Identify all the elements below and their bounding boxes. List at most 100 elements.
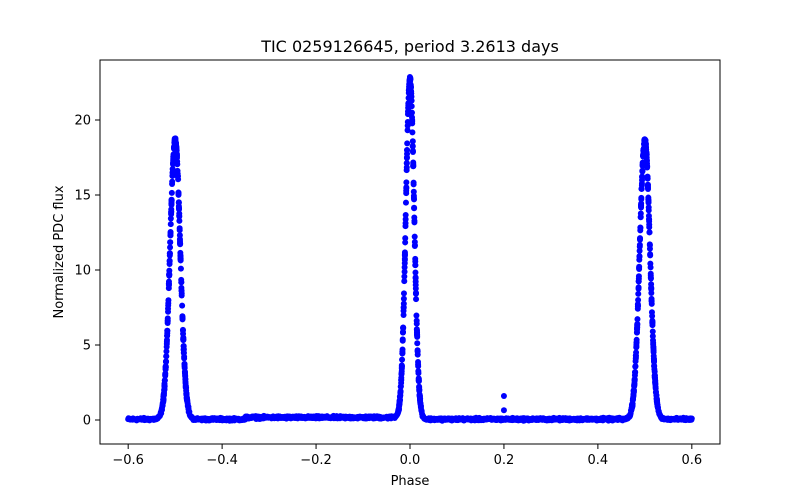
data-point [416, 383, 423, 390]
data-point [647, 264, 654, 271]
data-point [412, 269, 419, 276]
data-point [650, 352, 657, 359]
data-point [167, 239, 174, 246]
data-point [412, 262, 419, 269]
data-point [633, 349, 640, 356]
data-point [182, 380, 189, 387]
data-point [635, 273, 642, 280]
plot-area [99, 59, 721, 445]
data-point [647, 272, 654, 279]
data-point [632, 363, 639, 370]
data-point [166, 257, 173, 264]
data-point [637, 224, 644, 231]
x-tick-label: −0.4 [206, 453, 238, 468]
data-point [175, 189, 182, 196]
data-point [411, 217, 418, 224]
data-point [630, 388, 637, 395]
data-point [161, 385, 168, 392]
data-point [168, 206, 175, 213]
data-point [402, 239, 409, 246]
data-point [177, 240, 184, 247]
data-point [179, 314, 186, 321]
data-point [646, 216, 653, 223]
data-point [648, 298, 655, 305]
data-point [397, 388, 404, 395]
data-point [402, 199, 409, 206]
data-point [412, 290, 419, 297]
data-point [414, 340, 421, 347]
data-point [396, 398, 403, 405]
data-point [638, 204, 645, 211]
data-point [410, 194, 417, 201]
data-point [163, 343, 170, 350]
data-point [177, 265, 184, 272]
data-point [635, 296, 642, 303]
data-point [630, 393, 637, 400]
data-point [162, 371, 169, 378]
data-point [639, 177, 646, 184]
data-point [652, 379, 659, 386]
data-point [636, 243, 643, 250]
data-point [403, 167, 410, 174]
data-point [159, 402, 166, 409]
data-point [647, 251, 654, 258]
data-point [635, 285, 642, 292]
data-point [168, 189, 175, 196]
data-point [176, 225, 183, 232]
x-tick-label: −0.6 [112, 453, 144, 468]
data-point [169, 165, 176, 172]
data-point [648, 290, 655, 297]
data-point [651, 358, 658, 365]
data-point [634, 316, 641, 323]
data-point [413, 320, 420, 327]
data-point [165, 297, 172, 304]
data-point [177, 255, 184, 262]
data-point [404, 140, 411, 147]
data-point [629, 403, 636, 410]
x-tick-label: −0.2 [300, 453, 332, 468]
data-point [652, 385, 659, 392]
x-tick-label: 0.2 [494, 453, 515, 468]
y-tick-label: 20 [74, 114, 91, 129]
data-point [639, 168, 646, 175]
data-point [165, 280, 172, 287]
data-point [399, 356, 406, 363]
y-tick-label: 15 [74, 189, 91, 204]
data-point [416, 394, 423, 401]
data-point [414, 347, 421, 354]
data-point [165, 302, 172, 309]
data-point [402, 212, 409, 219]
data-point [408, 97, 415, 104]
data-point [412, 274, 419, 281]
data-point [164, 332, 171, 339]
x-tick-label: 0.4 [588, 453, 609, 468]
data-point [408, 109, 415, 116]
x-axis: −0.6 −0.4 −0.2 0.0 0.2 0.4 0.6 [112, 444, 702, 468]
data-point [415, 363, 422, 370]
data-point [644, 175, 651, 182]
data-point [400, 304, 407, 311]
data-point [167, 215, 174, 222]
data-point [409, 120, 416, 127]
data-point [401, 260, 408, 267]
data-point [653, 395, 660, 402]
data-point [181, 355, 188, 362]
y-tick-label: 0 [83, 414, 91, 429]
data-point [411, 238, 418, 245]
data-point [410, 188, 417, 195]
data-point [180, 334, 187, 341]
data-point [169, 172, 176, 179]
data-point [413, 312, 420, 319]
data-point [407, 83, 414, 90]
data-point [407, 75, 414, 82]
data-point [411, 233, 418, 240]
data-point [174, 158, 181, 165]
data-point [414, 351, 421, 358]
x-tick-label: 0.0 [400, 453, 421, 468]
data-point [415, 375, 422, 382]
data-point [164, 327, 171, 334]
y-tick-label: 10 [74, 264, 91, 279]
data-point [637, 210, 644, 217]
data-point [402, 223, 409, 230]
